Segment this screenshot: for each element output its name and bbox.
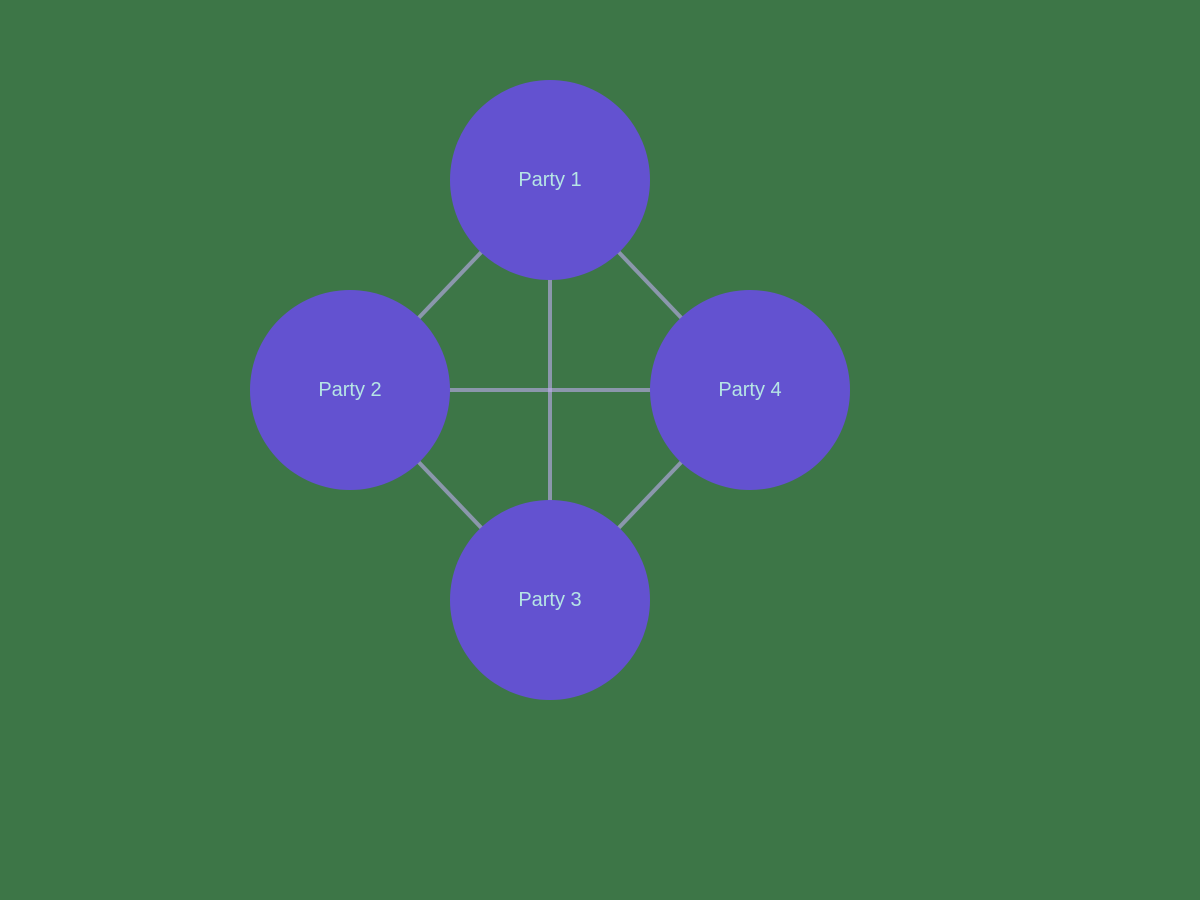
node-p2: Party 2 [250, 290, 450, 490]
party-network-diagram: Party 1 Party 2 Party 3 Party 4 [0, 0, 1200, 900]
node-p1: Party 1 [450, 80, 650, 280]
node-label-p4: Party 4 [718, 379, 781, 402]
node-p4: Party 4 [650, 290, 850, 490]
node-label-p2: Party 2 [318, 379, 381, 402]
node-p3: Party 3 [450, 500, 650, 700]
node-label-p1: Party 1 [518, 169, 581, 192]
node-label-p3: Party 3 [518, 589, 581, 612]
